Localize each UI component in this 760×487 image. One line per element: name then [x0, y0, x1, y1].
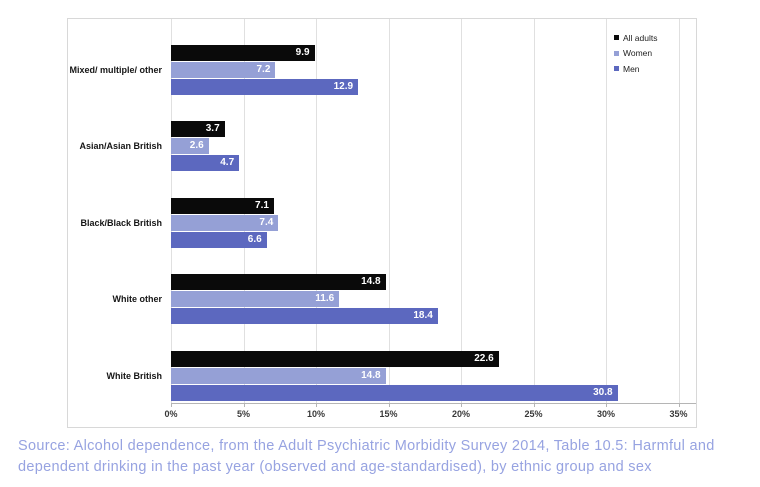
bar: 6.6: [171, 231, 267, 248]
bar-value-label: 12.9: [333, 81, 354, 92]
category-label: White other: [112, 294, 163, 305]
legend-label: Women: [623, 48, 653, 59]
x-axis-line: [171, 403, 696, 404]
bar-value-label: 14.8: [361, 369, 381, 381]
x-tick-label: 10%: [306, 409, 325, 419]
legend-label: Men: [623, 63, 640, 74]
gridline: [533, 19, 535, 403]
source-note-line1: Source: Alcohol dependence, from the Adu…: [18, 438, 715, 454]
bar-value-label: 14.8: [361, 276, 381, 288]
axis-tick: [171, 403, 172, 407]
bar: 18.4: [171, 308, 438, 325]
chart-legend: All adults Women Men: [614, 30, 658, 77]
axis-tick: [461, 403, 462, 407]
bar-value-label: 30.8: [593, 386, 613, 398]
bar: 30.8: [171, 384, 618, 401]
bar-chart: All adults Women Men 0% 5% 10% 15% 20% 25% 30% 35…: [67, 18, 697, 428]
bar: 4.7: [171, 155, 240, 172]
bar-value-label: 22.6: [474, 352, 494, 364]
legend-swatch-icon: [614, 66, 619, 72]
axis-tick: [533, 403, 535, 407]
axis-tick: [388, 403, 390, 407]
bar-value-label: 7.1: [255, 199, 269, 211]
gridline: [316, 19, 317, 403]
legend-item: All adults: [614, 30, 658, 46]
axis-tick: [243, 403, 245, 407]
axis-tick: [606, 403, 607, 407]
bar: 22.6: [171, 350, 499, 367]
bar: 9.9: [171, 45, 315, 61]
legend-swatch-icon: [614, 35, 619, 41]
bar: 3.7: [171, 121, 225, 138]
bar-value-label: 9.9: [295, 47, 310, 58]
bar-value-label: 18.4: [413, 310, 433, 322]
x-tick-label: 35%: [669, 409, 688, 419]
source-note-line2: dependent drinking in the past year (obs…: [18, 459, 652, 475]
bar-value-label: 11.6: [315, 293, 335, 305]
x-tick-label: 20%: [451, 409, 470, 419]
category-label: Asian/Asian British: [79, 141, 162, 152]
bar-value-label: 2.6: [189, 140, 204, 152]
gridline: [678, 19, 680, 403]
legend-item: Women: [614, 46, 658, 62]
legend-item: Men: [614, 61, 658, 77]
bar-value-label: 6.6: [247, 233, 262, 245]
bar-value-label: 3.7: [205, 123, 220, 135]
legend-swatch-icon: [614, 50, 619, 56]
bar-value-label: 7.4: [259, 216, 274, 228]
bar: 14.8: [171, 367, 386, 384]
x-tick-label: 15%: [379, 409, 398, 419]
source-note: Source: Alcohol dependence, from the Adu…: [18, 436, 756, 478]
gridline: [388, 19, 390, 403]
category-label: Mixed/ multiple/ other: [69, 65, 162, 75]
x-tick-label: 0%: [164, 409, 178, 419]
axis-tick: [678, 403, 680, 407]
bar: 12.9: [171, 79, 359, 95]
axis-tick: [316, 403, 317, 407]
category-label: White British: [106, 370, 163, 381]
x-tick-label: 5%: [236, 409, 250, 419]
legend-label: All adults: [623, 32, 658, 43]
bar: 11.6: [171, 291, 340, 308]
bar: 7.2: [171, 62, 276, 78]
bar-value-label: 7.2: [256, 64, 271, 75]
bar: 7.1: [171, 197, 274, 214]
bar-value-label: 4.7: [220, 157, 235, 169]
bar: 14.8: [171, 274, 386, 291]
x-tick-label: 30%: [596, 409, 615, 419]
bar: 2.6: [171, 138, 209, 155]
x-tick-label: 25%: [524, 409, 543, 419]
category-label: Black/Black British: [80, 217, 162, 228]
bar: 7.4: [171, 214, 279, 231]
gridline: [461, 19, 462, 403]
gridline: [606, 19, 607, 403]
